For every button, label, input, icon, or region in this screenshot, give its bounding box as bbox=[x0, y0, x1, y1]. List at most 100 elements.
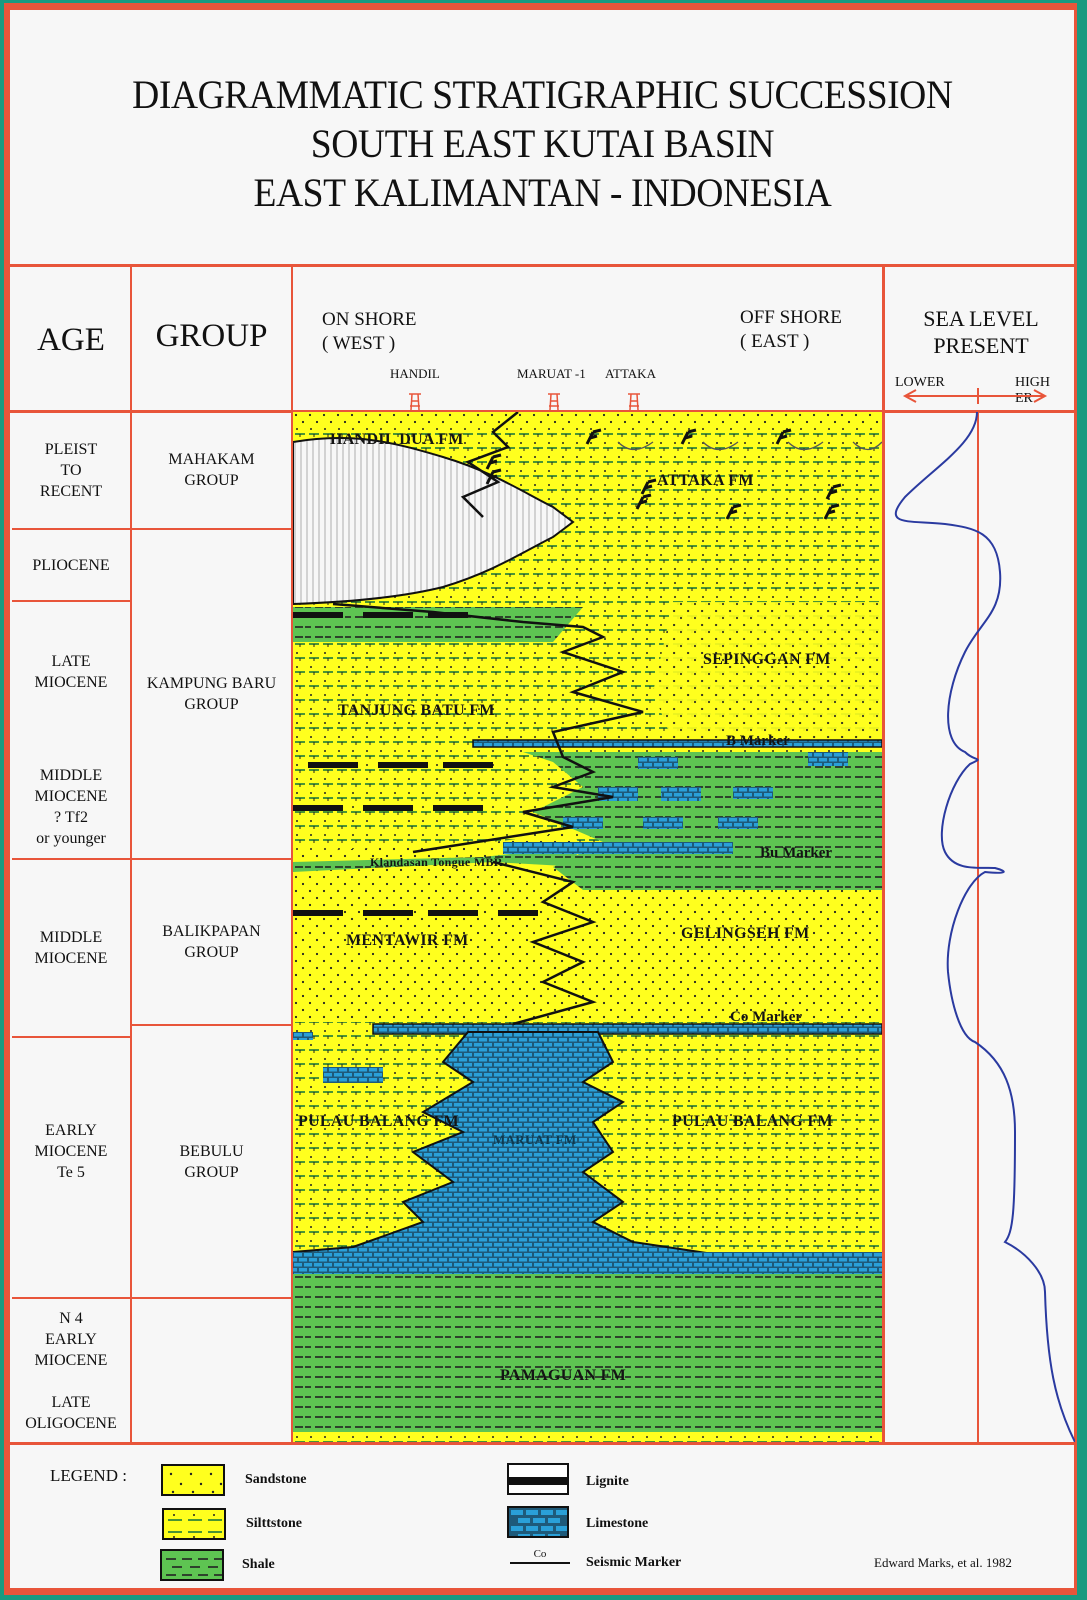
rig-icon bbox=[628, 393, 640, 410]
legend-label-seismic-marker: Seismic Marker bbox=[586, 1555, 682, 1570]
formation-label-sepinggan: SEPINGGAN FM bbox=[703, 651, 831, 668]
group-header: GROUP bbox=[155, 318, 268, 354]
age-cell-n4-oligocene: N 4 EARLY MIOCENE LATE OLIGOCENE bbox=[12, 1299, 130, 1442]
age-text: or younger bbox=[36, 830, 106, 847]
age-text: LATE bbox=[51, 653, 91, 670]
rig-icon bbox=[409, 393, 421, 410]
age-text: PLEIST bbox=[44, 440, 98, 458]
higher-label: HIGH ER bbox=[1015, 375, 1050, 407]
age-text: PLIOCENE bbox=[32, 556, 110, 574]
title-line-3: EAST KALIMANTAN - INDONESIA bbox=[253, 169, 831, 215]
legend-title: LEGEND : bbox=[50, 1466, 127, 1485]
group-cell-bebulu: BEBULU GROUP bbox=[132, 1026, 291, 1297]
age-header: AGE bbox=[37, 322, 105, 358]
group-text: GROUP bbox=[184, 944, 239, 961]
age-text: OLIGOCENE bbox=[25, 1414, 117, 1432]
title-line-1: DIAGRAMMATIC STRATIGRAPHIC SUCCESSION bbox=[131, 71, 953, 117]
age-cell-early-miocene-te5: EARLY MIOCENE Te 5 bbox=[12, 1038, 130, 1264]
divider bbox=[10, 264, 1074, 267]
formation-label-handil-dua: HANDIL DUA FM bbox=[330, 431, 464, 448]
group-cell-balikpapan: BALIKPAPAN GROUP bbox=[132, 860, 291, 1024]
group-text: BALIKPAPAN bbox=[162, 923, 261, 940]
age-text: MIOCENE bbox=[34, 674, 108, 691]
age-text: MIDDLE bbox=[39, 767, 103, 784]
east-text: ( EAST ) bbox=[740, 331, 810, 352]
legend-label-lignite: Lignite bbox=[586, 1474, 629, 1489]
divider bbox=[12, 1036, 132, 1038]
formation-label-tanjung-batu: TANJUNG BATU FM bbox=[338, 702, 495, 719]
age-text: LATE bbox=[51, 1393, 91, 1411]
group-text: BEBULU bbox=[179, 1142, 244, 1160]
well-label-handil: HANDIL bbox=[390, 366, 440, 381]
legend-swatch-siltstone bbox=[162, 1508, 226, 1540]
divider bbox=[12, 858, 292, 860]
age-text: EARLY bbox=[45, 1121, 97, 1139]
sea-level-curve bbox=[894, 412, 1075, 1442]
onshore-text: ON SHORE bbox=[322, 309, 417, 330]
offshore-text: OFF SHORE bbox=[740, 307, 842, 328]
divider bbox=[12, 600, 132, 602]
well-label-maruat: MARUAT -1 bbox=[517, 366, 586, 381]
legend-label-limestone: Limestone bbox=[586, 1516, 649, 1531]
present-sea-level-line bbox=[977, 412, 979, 1444]
age-text: MIOCENE bbox=[34, 1142, 108, 1160]
legend-swatch-seismic-marker bbox=[510, 1562, 570, 1564]
rig-icon bbox=[548, 393, 560, 410]
group-text: GROUP bbox=[184, 472, 239, 489]
age-text: MIDDLE bbox=[39, 929, 103, 946]
group-text: MAHAKAM bbox=[168, 451, 255, 468]
age-text: EARLY bbox=[45, 1330, 97, 1348]
higher-text-2: ER bbox=[1015, 391, 1033, 406]
age-text: RECENT bbox=[39, 482, 103, 500]
well-label-attaka: ATTAKA bbox=[605, 366, 656, 381]
age-cell-middle-miocene: MIDDLE MIOCENE bbox=[12, 860, 130, 1036]
age-cell-pliocene: PLIOCENE bbox=[12, 530, 130, 600]
lower-higher-arrow-icon bbox=[902, 388, 1048, 404]
stratigraphic-cross-section bbox=[293, 412, 882, 1442]
group-cell-kampung-baru: KAMPUNG BARU GROUP bbox=[132, 530, 291, 858]
credit-text: Edward Marks, et al. 1982 bbox=[874, 1555, 1012, 1570]
formation-label-mentawir: MENTAWIR FM bbox=[346, 932, 469, 949]
sea-level-header: SEA LEVEL PRESENT bbox=[886, 305, 1076, 359]
age-cell-middle-miocene-tf2: MIDDLE MIOCENE ? Tf2 or younger bbox=[12, 758, 130, 856]
age-text: TO bbox=[60, 461, 82, 479]
group-text: KAMPUNG BARU bbox=[146, 675, 277, 692]
divider bbox=[10, 410, 1074, 413]
group-cell-mahakam: MAHAKAM GROUP bbox=[132, 412, 291, 528]
age-text: N 4 bbox=[59, 1309, 83, 1327]
legend-seismic-sample-text: Co bbox=[533, 1548, 547, 1560]
title-block: DIAGRAMMATIC STRATIGRAPHIC SUCCESSION SO… bbox=[10, 10, 1074, 268]
legend-label-sandstone: Sandstone bbox=[245, 1472, 307, 1487]
age-text: ? Tf2 bbox=[54, 809, 88, 826]
group-text: GROUP bbox=[184, 696, 239, 713]
age-cell-late-miocene: LATE MIOCENE bbox=[12, 602, 130, 742]
onshore-label: ON SHORE ( WEST ) bbox=[322, 308, 416, 356]
formation-label-pulau-balang-east: PULAU BALANG FM bbox=[672, 1113, 833, 1130]
marker-label-co: Co Marker bbox=[730, 1009, 803, 1025]
age-text: MIOCENE bbox=[34, 950, 108, 967]
legend-label-shale: Shale bbox=[242, 1557, 275, 1572]
divider bbox=[12, 528, 292, 530]
divider bbox=[132, 1024, 292, 1026]
legend-swatch-limestone bbox=[507, 1506, 569, 1538]
age-text: MIOCENE bbox=[34, 788, 108, 805]
offshore-label: OFF SHORE ( EAST ) bbox=[740, 306, 842, 354]
divider bbox=[291, 266, 293, 1444]
formation-label-pulau-balang-west: PULAU BALANG FM bbox=[298, 1113, 459, 1130]
present-text: PRESENT bbox=[933, 333, 1029, 358]
divider bbox=[12, 1297, 292, 1299]
lower-label: LOWER bbox=[895, 375, 945, 390]
west-text: ( WEST ) bbox=[322, 333, 396, 354]
age-cell-pleist-recent: PLEIST TO RECENT bbox=[12, 412, 130, 528]
sea-level-text: SEA LEVEL bbox=[923, 306, 1039, 331]
divider bbox=[10, 1442, 1074, 1445]
age-text: MIOCENE bbox=[34, 1351, 108, 1369]
divider bbox=[882, 266, 885, 1444]
marker-label-bu: Bu Marker bbox=[760, 845, 833, 861]
formation-label-maruat: MARUAT FM bbox=[493, 1132, 577, 1147]
formation-label-klandasan-tongue: Klandasan Tongue MBR bbox=[370, 855, 503, 869]
formation-label-gelingseh: GELINGSEH FM bbox=[681, 925, 810, 942]
legend-swatch-shale bbox=[160, 1549, 224, 1581]
divider bbox=[130, 266, 132, 1444]
legend-label-siltstone: Silttstone bbox=[246, 1516, 302, 1531]
